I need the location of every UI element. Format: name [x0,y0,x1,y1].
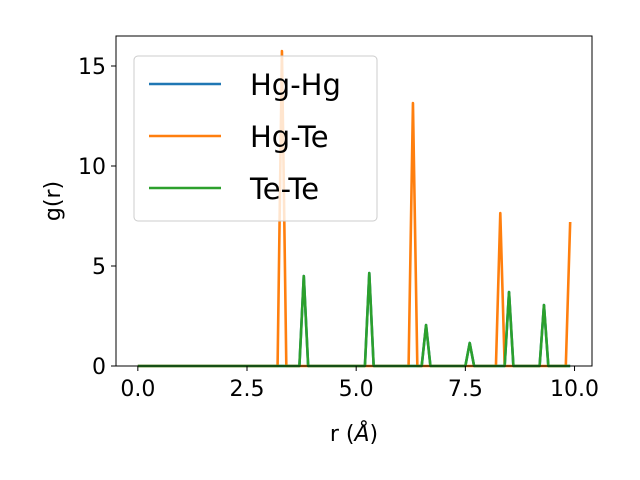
x-axis-label-suffix: ) [370,422,379,447]
x-axis: 0.0 2.5 5.0 7.5 10.0 [120,366,599,402]
plot-frame [115,35,593,367]
y-tick-label: 0 [92,355,106,380]
legend-label-hg-hg: Hg-Hg [250,68,341,102]
x-axis-label-symbol: Å [352,420,369,447]
legend-label-te-te: Te-Te [249,172,319,206]
x-tick-label: 7.5 [448,377,483,402]
legend: Hg-Hg Hg-Te Te-Te [133,55,378,222]
y-tick-label: 15 [78,55,106,80]
x-tick-label: 5.0 [339,377,374,402]
x-tick-label: 10.0 [550,377,599,402]
legend-label-hg-te: Hg-Te [250,120,329,154]
y-tick-label: 10 [78,155,106,180]
x-axis-label: r (Å) [330,420,378,447]
x-tick-label: 2.5 [230,377,265,402]
x-tick-label: 0.0 [120,377,155,402]
y-axis-label: g(r) [41,181,66,221]
x-axis-label-text: r ( [330,422,355,447]
y-tick-label: 5 [92,255,106,280]
y-axis: 0 5 10 15 [78,55,116,380]
legend-box [133,55,378,222]
